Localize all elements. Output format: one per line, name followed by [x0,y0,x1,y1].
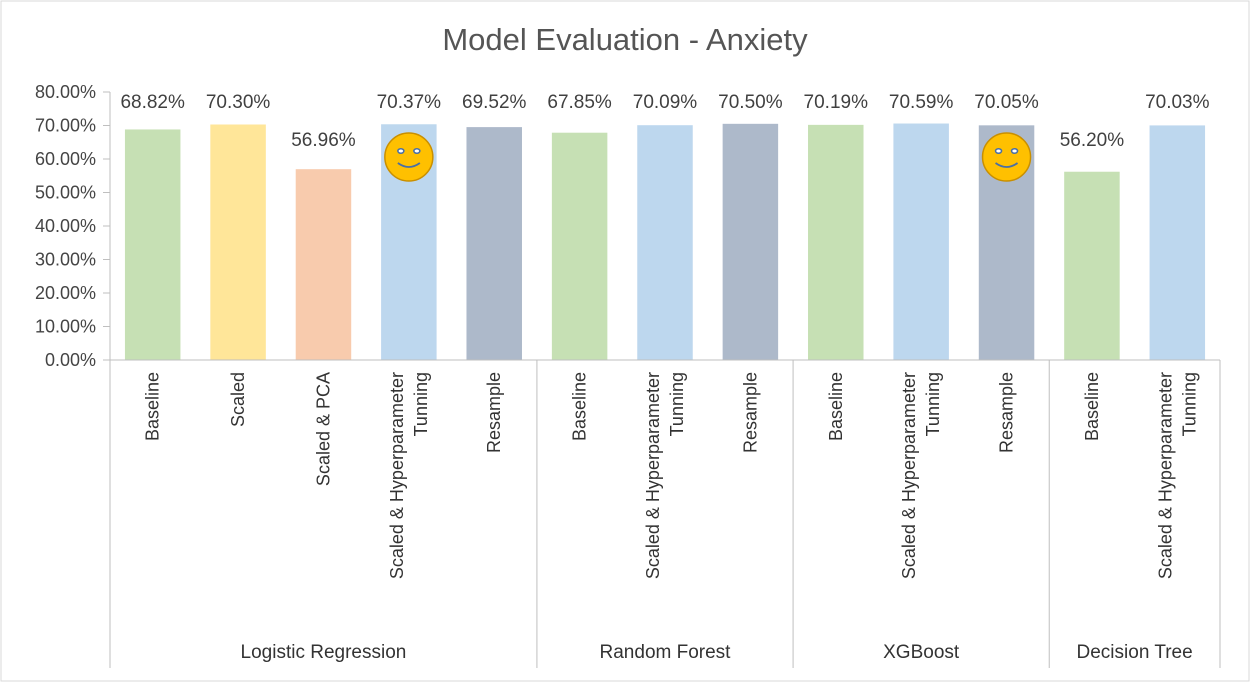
chart-title: Model Evaluation - Anxiety [442,22,808,57]
y-tick-label: 10.00% [35,317,96,337]
smiley-face-icon [384,132,434,182]
category-label: Scaled & Hyperparameter [1155,372,1175,579]
category-label: Scaled & Hyperparameter [899,372,919,579]
data-label: 70.30% [206,92,271,113]
y-tick-label: 70.00% [35,116,96,136]
data-labels: 68.82% 70.30% 56.96% 70.37% 69.52% 67.85% 70.0… [120,92,1209,151]
y-tick-label: 50.00% [35,183,96,203]
y-tick-label: 0.00% [45,350,96,370]
category-label: Tunning [1179,372,1199,436]
smiley-face-icon [981,132,1032,182]
category-label: Resample [997,372,1017,453]
data-label: 70.03% [1145,92,1210,113]
x-axis: Baseline Scaled Scaled & PCA Scaled & Hyper… [110,359,1221,668]
category-label: Scaled & PCA [313,372,333,486]
group-label: Logistic Regression [241,642,407,663]
category-label: Resample [484,372,504,453]
bar [808,124,864,361]
data-label: 56.20% [1060,130,1125,151]
bar [1149,125,1206,360]
bar [210,124,266,361]
y-axis: 0.00% 10.00% 20.00% 30.00% 40.00% 50.00% 60.00… [35,82,111,668]
bar [637,125,693,360]
bar [466,127,522,360]
bar [722,123,779,360]
category-label: Scaled & Hyperparameter [387,372,407,579]
data-label: 56.96% [291,130,356,151]
data-label: 68.82% [120,92,185,113]
category-label: Scaled & Hyperparameter [643,372,663,579]
category-label: Scaled [228,372,248,427]
bar [1064,171,1120,360]
data-label: 67.85% [547,92,612,113]
bar [551,132,608,360]
bar [124,129,181,360]
category-label: Tunning [411,372,431,436]
group-label: Decision Tree [1077,642,1193,663]
smiley-eye-left [397,147,405,155]
y-tick-label: 40.00% [35,216,96,236]
data-label: 70.50% [718,92,783,113]
category-label: Baseline [143,372,163,441]
category-label: Baseline [570,372,590,441]
bar [893,123,949,360]
smiley-mouth [995,162,1019,168]
y-tick-label: 20.00% [35,283,96,303]
y-tick-label: 80.00% [35,82,96,102]
y-tick-label: 30.00% [35,250,96,270]
group-label: XGBoost [883,642,960,663]
category-label: Baseline [1082,372,1102,441]
data-label: 70.09% [633,92,698,113]
bar [295,169,352,360]
smiley-eye-right [1010,147,1019,155]
data-label: 70.59% [889,92,954,113]
bars [124,123,1206,361]
annotations [384,132,1032,182]
data-label: 70.05% [974,92,1039,113]
smiley-eye-left [994,147,1003,155]
smiley-eye-right [413,147,421,155]
data-label: 69.52% [462,92,527,113]
group-label: Random Forest [600,642,732,663]
category-label: Tunning [923,372,943,436]
category-label: Tunning [667,372,687,436]
category-label: Baseline [826,372,846,441]
smiley-mouth [397,162,421,168]
y-tick-label: 60.00% [35,149,96,169]
data-label: 70.37% [377,92,442,113]
data-label: 70.19% [804,92,869,113]
category-label: Resample [740,372,760,453]
